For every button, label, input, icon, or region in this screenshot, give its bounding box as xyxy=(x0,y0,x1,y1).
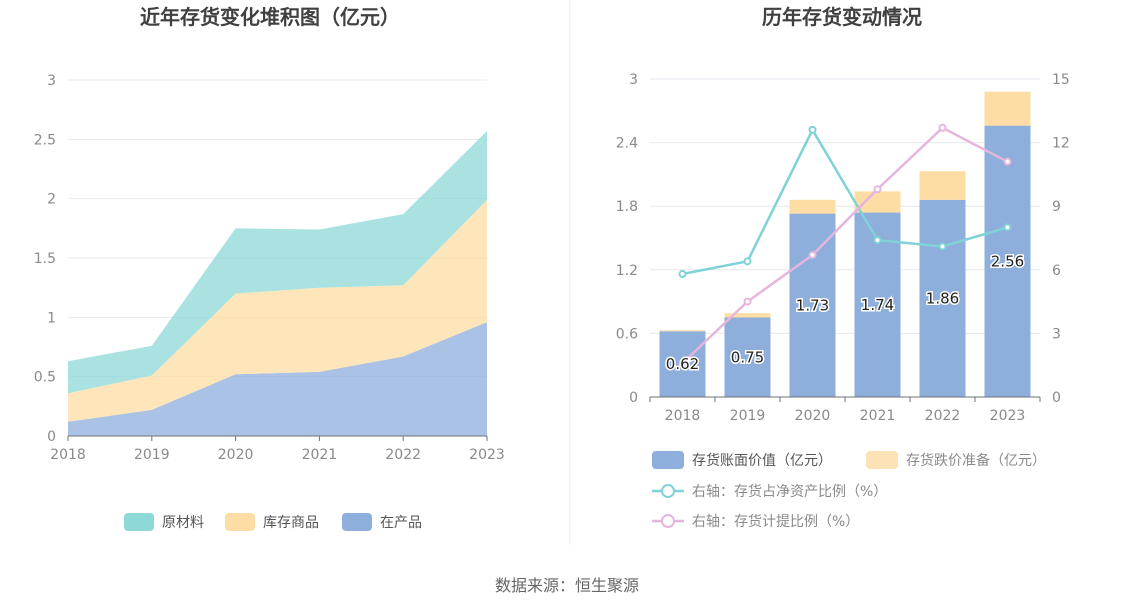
bar-book-value[interactable] xyxy=(984,125,1031,397)
right-axes: 2018 2019 2020 2021 2022 2023 xyxy=(649,396,1041,424)
right-y-left-tick-label: 0 xyxy=(629,390,638,406)
bar-book-value[interactable] xyxy=(789,213,836,397)
line-net-asset-ratio-point[interactable] xyxy=(1003,223,1012,232)
legend-swatch-book-value[interactable] xyxy=(652,451,684,469)
bar-impairment-reserve[interactable] xyxy=(789,199,836,214)
bar-data-label: 1.74 xyxy=(861,296,894,314)
line-net-asset-ratio-point[interactable] xyxy=(938,242,947,251)
stacked-area-chart: 近年存货变化堆积图（亿元） 0 0.5 1 1.5 2 2.5 3 2018 2019 2020… xyxy=(34,5,505,531)
line-provision-ratio xyxy=(681,126,1009,365)
line-provision-ratio-point[interactable] xyxy=(678,359,687,368)
line-net-asset-ratio-point[interactable] xyxy=(873,236,882,245)
right-lines xyxy=(678,123,1012,368)
line-provision-ratio-point[interactable] xyxy=(743,297,752,306)
line-provision-ratio-point[interactable] xyxy=(808,250,817,259)
bar-impairment-reserve[interactable] xyxy=(854,191,901,213)
left-x-tick-label: 2023 xyxy=(469,447,505,463)
bar-impairment-reserve[interactable] xyxy=(724,313,771,318)
right-legend: 存货账面价值（亿元） 存货跌价准备（亿元） 右轴：存货占净资产比例（%） 右轴：存货计… xyxy=(652,451,1046,530)
line-net-asset-ratio xyxy=(682,127,1008,276)
bar-book-value[interactable] xyxy=(919,199,966,397)
left-chart-title: 近年存货变化堆积图（亿元） xyxy=(140,5,400,29)
left-x-tick-label: 2021 xyxy=(302,447,338,463)
right-bars xyxy=(659,91,1031,398)
left-legend: 原材料 库存商品 在产品 xyxy=(124,513,422,531)
right-y-right-tick-label: 6 xyxy=(1052,263,1061,279)
legend-swatch-reserve[interactable] xyxy=(866,451,898,469)
right-x-tick-label: 2020 xyxy=(795,408,831,424)
left-y-tick-label: 0.5 xyxy=(34,370,56,386)
right-y-right-tick-label: 9 xyxy=(1052,199,1061,215)
data-source-note: 数据来源：恒生聚源 xyxy=(494,576,639,595)
right-y-right-tick-label: 15 xyxy=(1052,72,1070,88)
left-legend-label[interactable]: 在产品 xyxy=(380,515,422,531)
right-x-tick-label: 2018 xyxy=(665,408,701,424)
right-x-tick-label: 2021 xyxy=(860,408,896,424)
right-y-left-tick-label: 1.2 xyxy=(616,263,638,279)
right-y-right-tick-label: 12 xyxy=(1052,136,1070,152)
line-provision-ratio-legend-marker[interactable] xyxy=(661,514,675,528)
right-chart-title: 历年存货变动情况 xyxy=(762,5,922,29)
right-y-right-tick-label: 0 xyxy=(1052,390,1061,406)
left-legend-swatch[interactable] xyxy=(124,513,154,531)
right-y-left-tick-label: 3 xyxy=(629,72,638,88)
left-x-tick-label: 2020 xyxy=(218,447,254,463)
bar-line-combo-chart: 历年存货变动情况 0 0.6 1.2 1.8 2.4 3 0 3 6 9 12 15 0.62 0.75… xyxy=(616,5,1070,530)
right-y-left-tick-label: 2.4 xyxy=(616,136,638,152)
right-bar-labels: 0.62 0.75 1.73 1.74 1.86 2.56 xyxy=(664,251,1025,375)
left-x-tick-label: 2018 xyxy=(50,447,86,463)
area-wip xyxy=(68,322,487,436)
line-provision-ratio-point[interactable] xyxy=(938,123,947,132)
bar-data-label: 0.62 xyxy=(666,355,699,373)
left-x-tick-label: 2019 xyxy=(134,447,170,463)
line-net-asset-ratio-point[interactable] xyxy=(808,125,817,134)
left-y-tick-label: 1.5 xyxy=(34,251,56,267)
left-legend-swatch[interactable] xyxy=(342,513,372,531)
left-y-tick-label: 0 xyxy=(47,429,56,445)
line-net-asset-ratio-legend-label[interactable]: 右轴：存货占净资产比例（%） xyxy=(692,483,887,500)
right-x-tick-label: 2019 xyxy=(730,408,766,424)
left-x-tick-label: 2022 xyxy=(385,447,421,463)
bar-impairment-reserve[interactable] xyxy=(919,171,966,200)
bar-data-label: 0.75 xyxy=(731,348,764,366)
area-finished-goods xyxy=(68,199,487,422)
bar-data-label: 1.73 xyxy=(796,296,829,314)
legend-label-book-value[interactable]: 存货账面价值（亿元） xyxy=(692,452,832,469)
right-x-tick-label: 2023 xyxy=(990,408,1026,424)
left-areas xyxy=(68,131,487,436)
left-axes: 2018 2019 2020 2021 2022 2023 xyxy=(50,435,505,463)
line-provision-ratio-point[interactable] xyxy=(1003,157,1012,166)
left-y-tick-label: 2.5 xyxy=(34,132,56,148)
bar-data-label: 1.86 xyxy=(926,289,959,307)
left-y-tick-label: 3 xyxy=(47,73,56,89)
line-net-asset-ratio-point[interactable] xyxy=(743,257,752,266)
right-y-right-tick-label: 3 xyxy=(1052,326,1061,342)
line-net-asset-ratio-point[interactable] xyxy=(678,270,687,279)
left-y-tick-label: 2 xyxy=(47,192,56,208)
left-legend-label[interactable]: 原材料 xyxy=(162,515,204,531)
legend-label-reserve[interactable]: 存货跌价准备（亿元） xyxy=(906,452,1046,469)
line-provision-ratio-legend-label[interactable]: 右轴：存货计提比例（%） xyxy=(692,513,859,530)
line-provision-ratio-point[interactable] xyxy=(873,185,882,194)
line-net-asset-ratio-legend-marker[interactable] xyxy=(661,484,675,498)
bar-data-label: 2.56 xyxy=(991,252,1024,270)
right-y-left-tick-label: 0.6 xyxy=(616,326,638,342)
bar-impairment-reserve[interactable] xyxy=(984,91,1031,126)
left-legend-label[interactable]: 库存商品 xyxy=(263,515,319,531)
bar-impairment-reserve[interactable] xyxy=(659,330,706,332)
area-raw-materials xyxy=(68,131,487,394)
bar-book-value[interactable] xyxy=(724,317,771,398)
left-legend-swatch[interactable] xyxy=(225,513,255,531)
right-y-left-tick-label: 1.8 xyxy=(616,199,638,215)
right-x-tick-label: 2022 xyxy=(925,408,961,424)
left-y-tick-label: 1 xyxy=(47,310,56,326)
